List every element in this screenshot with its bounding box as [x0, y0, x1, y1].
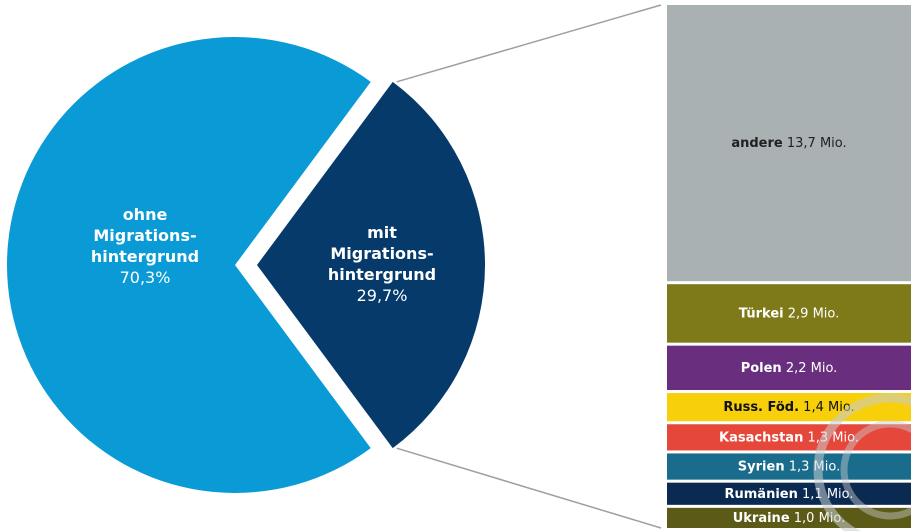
- bar-label: Russ. Föd. 1,4 Mio.: [723, 400, 854, 415]
- pie-chart: ohne Migrations-hintergrund 70,3% mit Migrat…: [7, 36, 486, 493]
- pie-label-ohne: ohne Migrations-hintergrund 70,3%: [91, 205, 199, 287]
- bar-label: Syrien 1,3 Mio.: [738, 459, 840, 474]
- watermark-logo: [813, 393, 911, 531]
- bar-label: Türkei 2,9 Mio.: [739, 306, 840, 321]
- bar-segment-rumänien: [667, 482, 911, 505]
- bar-segment-andere: [667, 5, 911, 282]
- bar-segment-ukraine: [667, 507, 911, 528]
- bar-label: Kasachstan 1,3 Mio.: [719, 430, 859, 445]
- pie-slice-mit-migrationshintergrund: [257, 81, 486, 449]
- bar-segment-polen: [667, 345, 911, 391]
- pie-slice-ohne-migrationshintergrund: [7, 36, 371, 493]
- bar-label: Rumänien 1,1 Mio.: [725, 486, 854, 501]
- pie-label-mit: mit Migrations-hintergrund 29,7%: [328, 223, 436, 305]
- bar-label: Polen 2,2 Mio.: [741, 360, 838, 375]
- bar-label: andere 13,7 Mio.: [731, 136, 846, 151]
- bar-segment-syrien: [667, 453, 911, 480]
- connector-line-top: [396, 4, 662, 83]
- connector-lines: [396, 4, 662, 529]
- bar-segment-türkei: [667, 284, 911, 343]
- stacked-bar-chart: andere 13,7 Mio. Türkei 2,9 Mio. Polen 2,2…: [667, 5, 911, 528]
- bar-segment-kasachstan: [667, 424, 911, 451]
- connector-line-bottom: [396, 447, 662, 529]
